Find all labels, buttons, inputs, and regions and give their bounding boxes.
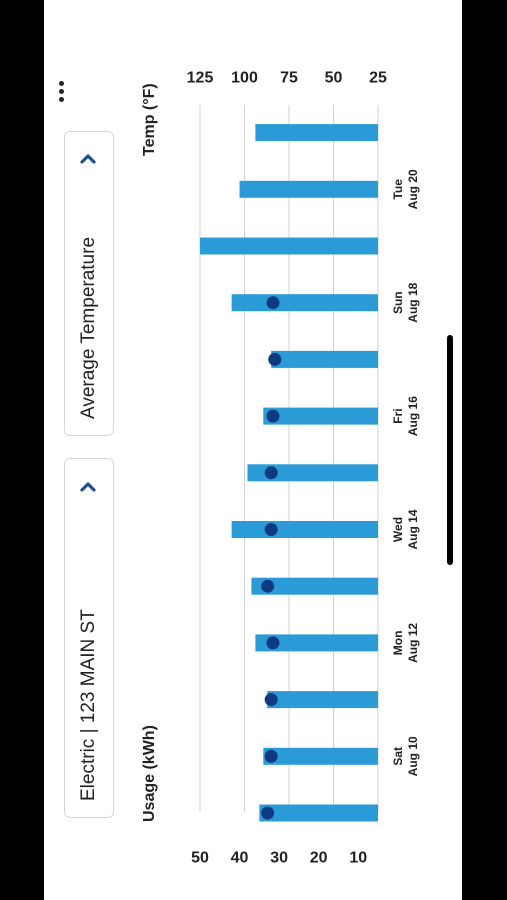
right-axis-ticks: 25 50 75 100 125	[187, 70, 387, 87]
temperature-dot[interactable]	[264, 749, 278, 763]
temperature-dot[interactable]	[261, 579, 275, 593]
x-tick-label-date: Aug 14	[406, 509, 420, 549]
usage-bar[interactable]	[247, 464, 378, 482]
temperature-dot[interactable]	[266, 636, 280, 650]
temperature-dot[interactable]	[264, 693, 278, 707]
chevron-right-icon	[80, 154, 96, 164]
temperature-dot[interactable]	[264, 466, 278, 480]
right-tick-label: 50	[325, 70, 343, 87]
x-tick-label-date: Aug 10	[406, 736, 420, 776]
temperature-dot[interactable]	[268, 352, 282, 366]
rotated-usage-view: Electric | 123 MAIN ST Average Temperatu…	[44, 0, 462, 900]
x-tick-label-day: Sat	[391, 747, 405, 766]
left-tick-label: 50	[191, 850, 209, 867]
usage-bar[interactable]	[263, 407, 379, 425]
usage-bar[interactable]	[231, 521, 378, 538]
usage-bar[interactable]	[239, 180, 378, 198]
x-tick-label-day: Mon	[391, 631, 405, 656]
chevron-right-icon	[80, 482, 96, 492]
left-tick-label: 20	[310, 850, 328, 867]
usage-bar[interactable]	[271, 350, 378, 368]
left-tick-label: 10	[349, 850, 367, 867]
x-tick-label-date: Aug 20	[406, 169, 420, 209]
temperature-dot[interactable]	[266, 409, 280, 423]
x-tick-label-day: Sun	[391, 291, 405, 314]
right-tick-label: 125	[187, 70, 214, 87]
home-indicator	[447, 335, 453, 565]
x-tick-label-day: Wed	[391, 517, 405, 542]
usage-bar[interactable]	[255, 634, 378, 652]
usage-bar[interactable]	[231, 294, 378, 312]
usage-bar[interactable]	[267, 691, 378, 709]
x-tick-label-day: Tue	[391, 179, 405, 200]
right-tick-label: 75	[280, 70, 298, 87]
phone-screen: Electric | 123 MAIN ST Average Temperatu…	[44, 0, 462, 900]
x-tick-label-date: Aug 18	[406, 282, 420, 322]
usage-bar[interactable]	[200, 237, 378, 255]
right-tick-label: 25	[369, 70, 387, 87]
usage-bar[interactable]	[251, 577, 378, 595]
metric-selector[interactable]: Average Temperature	[64, 131, 114, 436]
left-axis-ticks: 10 20 30 40 50	[191, 850, 367, 867]
temperature-dot[interactable]	[261, 806, 275, 820]
right-axis-title: Temp (°F)	[141, 83, 158, 156]
right-tick-label: 100	[231, 70, 258, 87]
usage-bar[interactable]	[255, 124, 378, 142]
usage-bar[interactable]	[259, 804, 378, 822]
left-tick-label: 40	[231, 850, 249, 867]
x-tick-label-day: Fri	[391, 408, 405, 423]
temperature-dot[interactable]	[264, 523, 278, 536]
x-tick-label-date: Aug 16	[406, 396, 420, 436]
left-tick-label: 30	[270, 850, 288, 867]
usage-bar[interactable]	[263, 747, 379, 765]
account-selector[interactable]: Electric | 123 MAIN ST	[64, 458, 114, 818]
left-axis-title: Usage (kWh)	[141, 725, 158, 822]
usage-bars	[200, 124, 379, 822]
temperature-dots	[261, 296, 282, 820]
temperature-dot[interactable]	[266, 296, 280, 310]
x-tick-label-date: Aug 12	[406, 623, 420, 663]
